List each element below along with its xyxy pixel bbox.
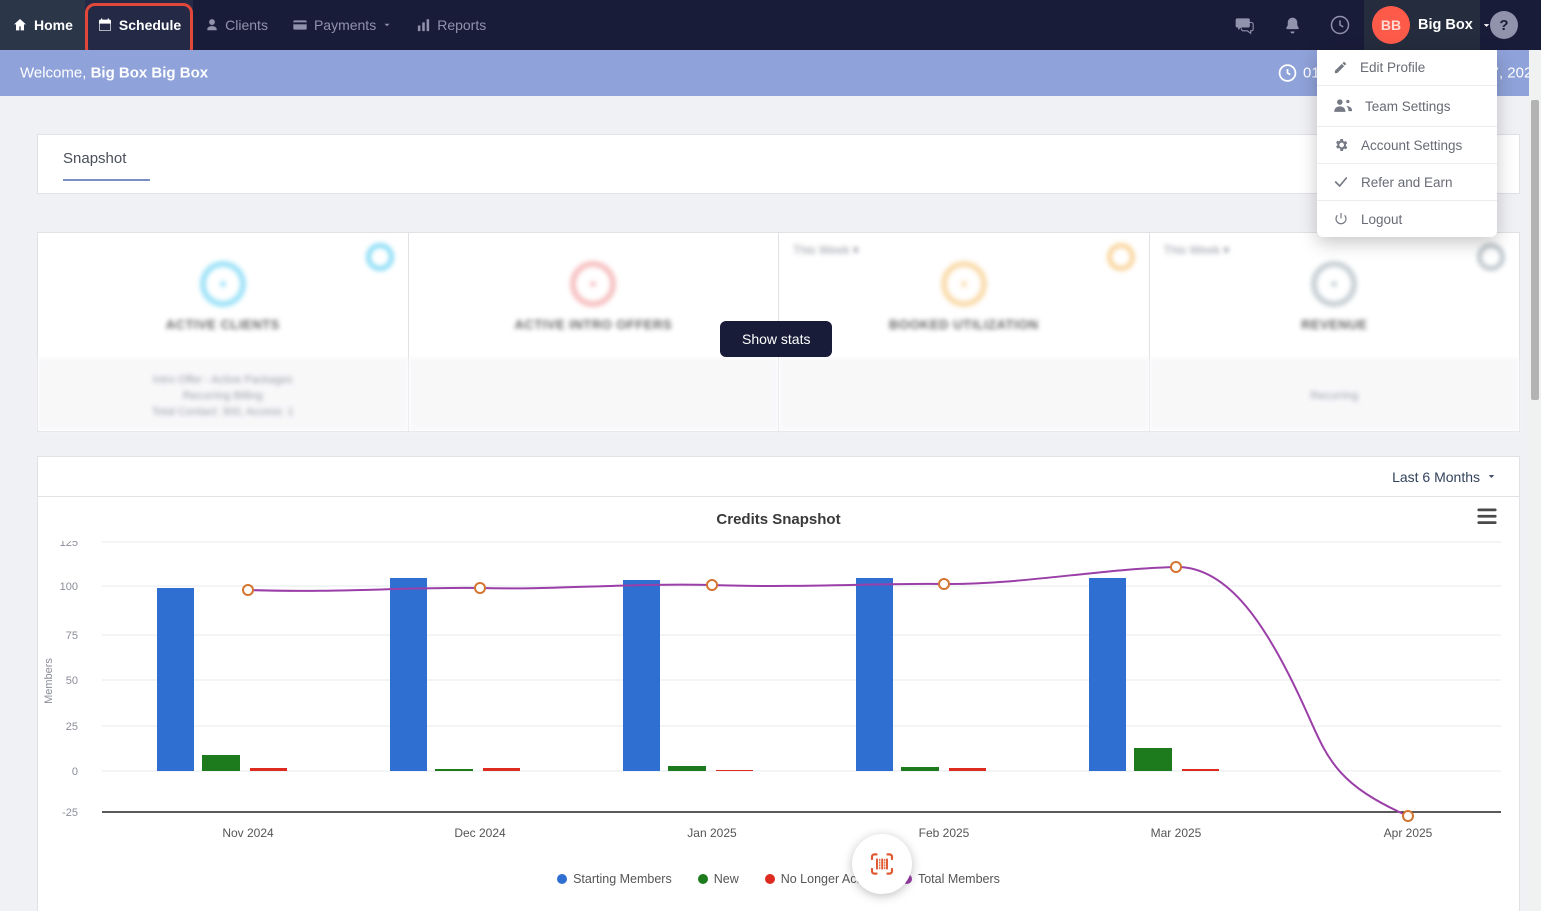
- svg-text:0: 0: [72, 766, 78, 778]
- svg-text:Feb 2025: Feb 2025: [919, 826, 970, 840]
- svg-text:75: 75: [66, 630, 78, 642]
- svg-text:25: 25: [66, 721, 78, 733]
- svg-text:-25: -25: [62, 807, 78, 819]
- svg-text:100: 100: [60, 581, 78, 593]
- svg-text:Members: Members: [43, 658, 55, 704]
- svg-text:Dec 2024: Dec 2024: [454, 826, 506, 840]
- svg-text:Nov 2024: Nov 2024: [222, 826, 274, 840]
- svg-text:50: 50: [66, 675, 78, 687]
- svg-text:Jan 2025: Jan 2025: [687, 826, 737, 840]
- svg-text:Apr 2025: Apr 2025: [1384, 826, 1433, 840]
- svg-text:Mar 2025: Mar 2025: [1151, 826, 1202, 840]
- svg-text:125: 125: [60, 541, 78, 549]
